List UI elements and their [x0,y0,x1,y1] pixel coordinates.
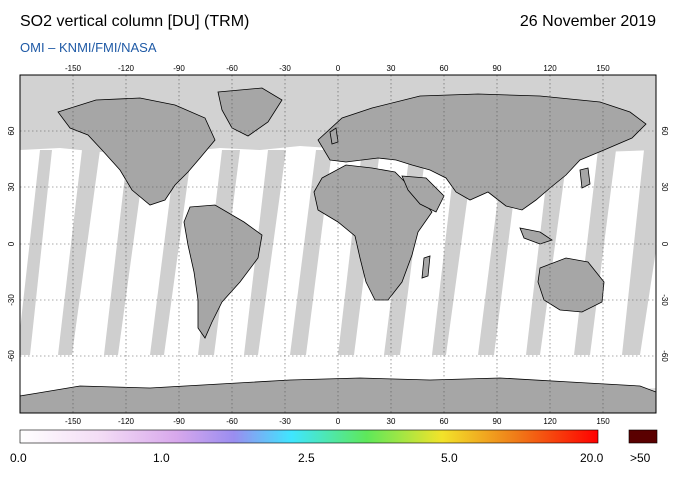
lat-tick-label: -30 [7,294,16,306]
colorbar-label-1: 1.0 [153,451,170,465]
lat-tick-label: 30 [660,183,669,192]
colorbar-label-2: 2.5 [298,451,315,465]
colorbar-label-5: >50 [630,451,651,465]
lon-tick-label: 0 [336,417,341,426]
uk-land [329,127,339,145]
lon-tick-label: 30 [387,64,396,73]
lat-tick-label: 0 [7,241,16,246]
map-frame [19,74,657,414]
arabia-land [401,175,445,213]
colorbar [19,429,599,444]
lon-tick-label: -120 [118,417,135,426]
lon-tick-label: 120 [543,64,557,73]
lat-ticks-left: 60 30 0 -30 -60 [7,126,16,362]
lat-tick-label: -30 [660,294,669,306]
lat-tick-label: -60 [7,350,16,362]
colorbar-label-0: 0.0 [10,451,27,465]
lat-tick-label: 0 [660,242,669,247]
lat-ticks-right: 60 30 0 -30 -60 [660,127,669,363]
lat-tick-label: 30 [7,182,16,191]
chart-title: SO2 vertical column [DU] (TRM) [20,13,250,30]
lon-tick-label: -60 [226,417,238,426]
lon-tick-label: -90 [173,64,185,73]
lon-tick-label: 90 [493,64,502,73]
japan-land [579,167,591,189]
colorbar-overflow-swatch [628,429,658,444]
eurasia-land [317,93,647,211]
lat-lon-grid [20,75,656,413]
lat-tick-label: -60 [660,350,669,362]
australia-land [537,257,605,313]
lon-ticks-top: -150 -120 -90 -60 -30 0 30 60 90 120 150 [65,64,610,73]
lon-tick-label: -90 [173,417,185,426]
lon-ticks-bottom: -150 -120 -90 -60 -30 0 30 60 90 120 150 [65,417,610,426]
lat-tick-label: 60 [7,126,16,135]
chart-date: 26 November 2019 [519,13,656,30]
indonesia-land [519,227,553,245]
colorbar-label-4: 20.0 [580,451,604,465]
lon-tick-label: -150 [65,64,82,73]
madagascar-land [421,255,431,279]
lon-tick-label: 150 [596,417,610,426]
lon-tick-label: 60 [440,64,449,73]
lon-tick-label: 90 [493,417,502,426]
lon-tick-label: 0 [336,64,341,73]
lon-tick-label: -150 [65,417,82,426]
lon-tick-label: -30 [279,417,291,426]
lon-tick-label: -60 [226,64,238,73]
colorbar-label-3: 5.0 [441,451,458,465]
south-america-land [183,204,263,339]
lon-tick-label: -120 [118,64,135,73]
lon-tick-label: 30 [387,417,396,426]
lon-tick-label: 60 [440,417,449,426]
data-credit: OMI – KNMI/FMI/NASA [20,40,157,55]
lat-tick-label: 60 [660,127,669,136]
north-america-land [57,97,216,206]
lon-tick-label: 120 [543,417,557,426]
lon-tick-label: 150 [596,64,610,73]
lon-tick-label: -30 [279,64,291,73]
greenland-land [217,87,283,137]
